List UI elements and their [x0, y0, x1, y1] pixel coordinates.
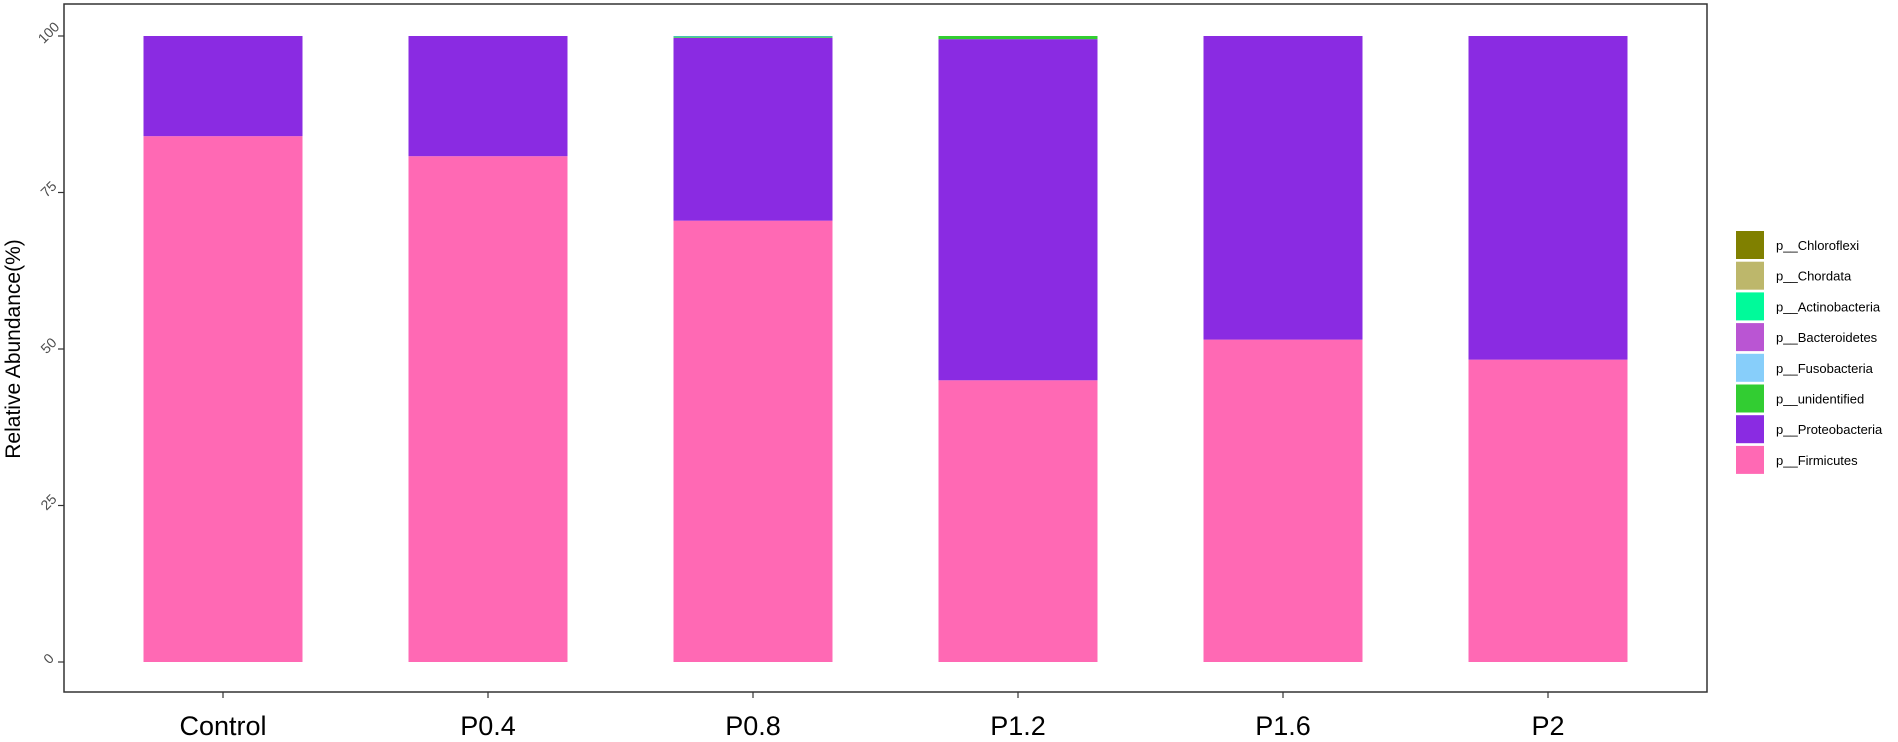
x-tick-label: P2	[1531, 711, 1564, 741]
legend-swatch	[1736, 323, 1764, 352]
legend-label: p__Bacteroidetes	[1776, 330, 1878, 345]
legend-swatch	[1736, 292, 1764, 321]
y-tick-label: 25	[37, 491, 59, 513]
bar-segment-1-1	[408, 36, 568, 157]
bar-segment-1-0	[408, 156, 568, 662]
legend-swatch	[1736, 261, 1764, 290]
bar-segment-5-0	[1468, 359, 1628, 662]
legend-swatch	[1736, 415, 1764, 444]
bar-segment-2-1	[673, 37, 833, 221]
legend-label: p__Chordata	[1776, 269, 1852, 284]
plot-panel-border	[63, 3, 1708, 693]
bar-segment-2-2	[673, 36, 833, 38]
y-tick-label: 100	[35, 18, 63, 46]
legend-label: p__Chloroflexi	[1776, 238, 1859, 253]
legend-swatch	[1736, 445, 1764, 474]
x-axis: Control P0.4 P0.8 P1.2 P1.6 P2	[179, 692, 1565, 741]
x-tick-label: P0.8	[725, 711, 781, 741]
legend-swatch	[1736, 353, 1764, 382]
bar-segment-0-0	[143, 136, 303, 662]
y-axis: 0 25 50 75 100	[35, 18, 64, 667]
y-tick-label: 75	[37, 178, 59, 200]
x-tick-label: Control	[179, 711, 266, 741]
bar-segment-2-5	[673, 36, 833, 37]
bar-segment-3-0	[938, 380, 1098, 662]
bar-segment-2-0	[673, 220, 833, 663]
bar-segment-3-1	[938, 39, 1098, 381]
legend-swatch	[1736, 231, 1764, 259]
x-tick-label: P1.6	[1255, 711, 1311, 741]
y-tick-label: 0	[40, 650, 57, 667]
bar-segment-5-1	[1468, 36, 1628, 360]
legend: p__Chloroflexi p__Chordata p__Actinobacter…	[1736, 231, 1883, 474]
y-axis-title: Relative Abundance(%)	[2, 239, 25, 458]
plot-area	[63, 3, 1708, 693]
x-tick-label: P1.2	[990, 711, 1046, 741]
legend-label: p__unidentified	[1776, 392, 1864, 407]
legend-label: p__Fusobacteria	[1776, 361, 1874, 376]
bar-segment-2-3	[673, 36, 833, 38]
bar-segment-3-2	[938, 36, 1098, 40]
legend-label: p__Proteobacteria	[1776, 422, 1883, 437]
legend-swatch	[1736, 384, 1764, 413]
legend-label: p__Actinobacteria	[1776, 299, 1881, 314]
bar-segment-2-4	[673, 36, 833, 37]
x-tick-label: P0.4	[460, 711, 516, 741]
bar-segment-0-1	[143, 36, 303, 137]
y-tick-label: 50	[37, 334, 59, 356]
bar-segment-4-0	[1203, 339, 1363, 662]
legend-label: p__Firmicutes	[1776, 453, 1858, 468]
bar-segment-4-1	[1203, 36, 1363, 340]
